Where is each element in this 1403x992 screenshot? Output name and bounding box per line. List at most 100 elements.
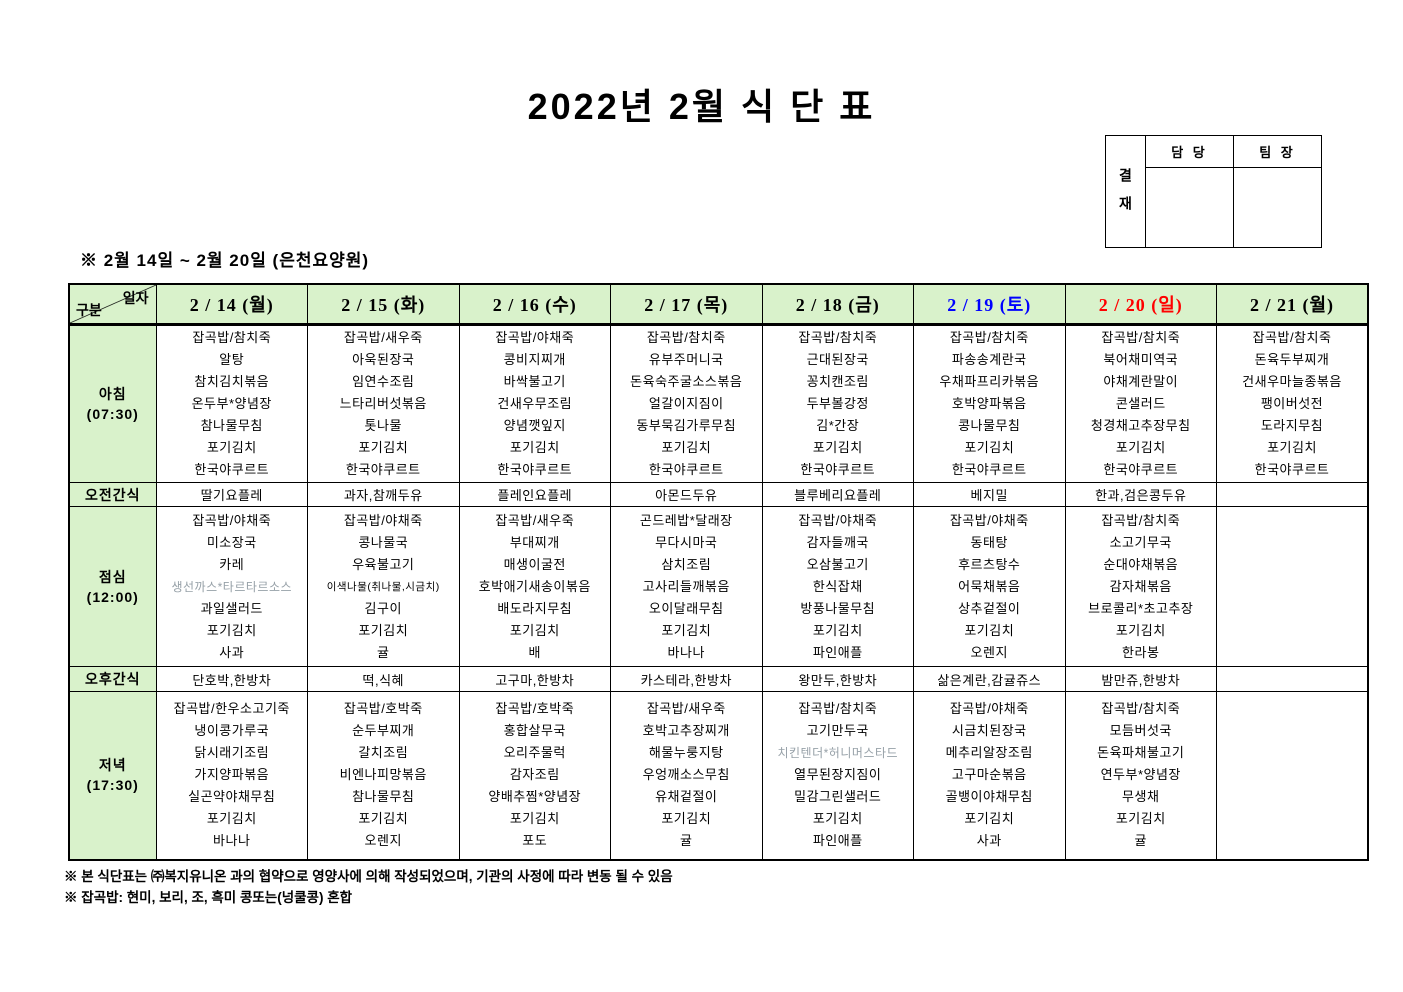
menu-item: 삼치조림 (661, 556, 712, 572)
menu-item: 잡곡밥/참치죽 (1101, 512, 1181, 528)
menu-item: 한국야쿠르트 (497, 462, 573, 477)
menu-item: 상추겉절이 (958, 600, 1021, 616)
menu-item: 도라지무침 (1260, 418, 1324, 433)
corner-cell: 일자 구분 (68, 283, 157, 326)
menu-item: 잡곡밥/참치죽 (798, 701, 878, 717)
meal-cell: 잡곡밥/야채죽 시금치된장국 메추리알장조림 고구마순볶음 골뱅이야채무침 포기김치 사과 (913, 691, 1066, 860)
menu-item: 잡곡밥/새우죽 (343, 330, 423, 345)
menu-item: 오렌지 (364, 833, 402, 849)
column-header: 2 / 14 (월) (155, 283, 308, 326)
meal-cell: 잡곡밥/새우죽 호박고추장찌개 해물누룽지탕 우엉깨소스무침 유채겉절이 포기김치 귤 (610, 691, 763, 860)
menu-item: 치킨텐더*허니머스타드 (777, 746, 899, 761)
menu-item: 온두부*양념장 (191, 396, 272, 411)
approval-sign-cell (1145, 167, 1234, 248)
menu-item: 순두부찌개 (352, 723, 415, 739)
menu-item: 한국야쿠르트 (194, 462, 270, 477)
menu-item: 포기김치 (509, 811, 560, 827)
menu-item: 잡곡밥/한우소고기죽 (173, 701, 290, 717)
snack-cell: 왕만두,한방차 (761, 666, 914, 692)
menu-item: 연두부*양념장 (1100, 767, 1181, 783)
meal-cell (1216, 506, 1369, 667)
menu-item: 이색나물(취나물,시금치) (326, 580, 440, 593)
row-header: 아침 (07:30) (68, 324, 157, 483)
menu-item: 잡곡밥/참치죽 (1101, 330, 1181, 345)
menu-item: 오리주물럭 (503, 745, 566, 761)
footer-notes: ※ 본 식단표는 ㈜복지유니온 과의 협약으로 영양사에 의해 작성되었으며, … (64, 866, 673, 908)
approval-sign-cell (1233, 167, 1322, 248)
menu-item: 잡곡밥/참치죽 (646, 330, 726, 345)
menu-item: 참나물무침 (352, 789, 415, 805)
meal-cell: 잡곡밥/새우죽 부대찌개 매생이굴전 호박애기새송이볶음 배도라지무침 포기김치 배 (458, 506, 611, 667)
approval-role-damdang: 담 당 (1145, 134, 1234, 169)
menu-item: 돈육파채불고기 (1097, 745, 1185, 761)
meal-cell: 잡곡밥/참치죽 모듬버섯국 돈육파채불고기 연두부*양념장 무생채 포기김치 귤 (1064, 691, 1217, 860)
date-range-note: ※ 2월 14일 ~ 2월 20일 (은천요양원) (80, 251, 370, 270)
menu-item: 팽이버섯전 (1260, 396, 1324, 411)
snack-cell: 블루베리요플레 (761, 482, 914, 507)
menu-item: 잡곡밥/야채죽 (949, 512, 1029, 528)
menu-item: 브로콜리*초고추장 (1088, 600, 1194, 616)
menu-item: 포기김치 (812, 811, 863, 827)
menu-item: 호박애기새송이볶음 (478, 578, 591, 594)
menu-item: 잡곡밥/야채죽 (949, 701, 1029, 717)
menu-item: 과일샐러드 (200, 600, 263, 616)
snack-cell (1216, 482, 1369, 507)
page-title: 2022년 2월 식 단 표 (527, 86, 876, 127)
column-header: 2 / 15 (화) (307, 283, 460, 326)
snack-cell (1216, 666, 1369, 692)
menu-item: 콩나물무침 (958, 418, 1021, 433)
snack-cell: 밤만쥬,한방차 (1064, 666, 1217, 692)
menu-item: 포기김치 (509, 440, 560, 455)
menu-item: 두부볼강정 (806, 396, 869, 411)
menu-item: 한국야쿠르트 (1103, 462, 1179, 477)
meal-cell: 잡곡밥/참치죽 소고기무국 순대야채볶음 감자채볶음 브로콜리*초고추장 포기김치 한라봉 (1064, 506, 1217, 667)
meal-cell: 잡곡밥/참치죽 근대된장국 꽁치캔조림 두부볼강정 김*간장 포기김치 한국야쿠르트 (761, 324, 914, 483)
menu-item: 순대야채볶음 (1103, 556, 1179, 572)
menu-item: 포기김치 (358, 440, 409, 455)
menu-item: 카레 (219, 556, 245, 572)
menu-item: 돈육숙주굴소스볶음 (630, 374, 743, 389)
menu-item: 아욱된장국 (352, 352, 415, 367)
row-header: 저녁 (17:30) (68, 691, 157, 860)
meal-cell: 잡곡밥/호박죽 홍합살무국 오리주물럭 감자조림 양배추찜*양념장 포기김치 포도 (458, 691, 611, 860)
menu-item: 가지양파볶음 (194, 767, 270, 783)
menu-item: 느타리버섯볶음 (339, 396, 427, 411)
snack-cell: 과자,참깨두유 (307, 482, 460, 507)
menu-item: 근대된장국 (806, 352, 869, 367)
menu-item: 잡곡밥/새우죽 (495, 512, 575, 528)
menu-item: 포기김치 (509, 622, 560, 638)
menu-item: 감자채볶음 (1109, 578, 1172, 594)
menu-item: 메추리알장조림 (945, 745, 1033, 761)
approval-stamp-label: 결재 (1105, 135, 1146, 248)
meal-cell: 잡곡밥/참치죽 알탕 참치김치볶음 온두부*양념장 참나물무침 포기김치 한국야쿠르트 (155, 324, 308, 483)
menu-item: 부대찌개 (509, 534, 560, 550)
meal-cell: 잡곡밥/한우소고기죽 냉이콩가루국 닭시래기조림 가지양파볶음 실곤약야채무침 포기김치 바… (155, 691, 308, 860)
menu-item: 밀감그린샐러드 (794, 789, 882, 805)
menu-item: 김*간장 (816, 418, 860, 433)
menu-item: 포기김치 (206, 440, 257, 455)
menu-item: 고사리들깨볶음 (642, 578, 730, 594)
menu-item: 열무된장지짐이 (794, 767, 882, 783)
menu-item: 포기김치 (964, 440, 1015, 455)
menu-item: 잡곡밥/야채죽 (798, 512, 878, 528)
menu-item: 사과 (219, 644, 245, 660)
menu-item: 잡곡밥/참치죽 (1252, 330, 1332, 345)
snack-cell: 떡,식혜 (307, 666, 460, 692)
menu-item: 고구마순볶음 (951, 767, 1027, 783)
menu-item: 해물누룽지탕 (648, 745, 724, 761)
menu-item: 사과 (976, 833, 1002, 849)
menu-item: 참치김치볶음 (194, 374, 270, 389)
menu-item: 후르츠탕수 (958, 556, 1021, 572)
row-header: 점심 (12:00) (68, 506, 157, 667)
menu-item: 잡곡밥/참치죽 (1101, 701, 1181, 717)
menu-item: 모듬버섯국 (1109, 723, 1172, 739)
menu-item: 홍합살무국 (503, 723, 566, 739)
meal-cell: 잡곡밥/호박죽 순두부찌개 갈치조림 비엔나피망볶음 참나물무침 포기김치 오렌지 (307, 691, 460, 860)
snack-cell: 플레인요플레 (458, 482, 611, 507)
menu-item: 포기김치 (1267, 440, 1317, 455)
menu-item: 꽁치캔조림 (806, 374, 869, 389)
row-header: 오전간식 (68, 482, 157, 507)
meal-cell: 잡곡밥/참치죽 북어채미역국 야채계란말이 콘샐러드 청경채고추장무침 포기김치 한국야쿠르… (1064, 324, 1217, 483)
menu-item: 포기김치 (206, 811, 257, 827)
meal-cell: 잡곡밥/야채죽 미소장국 카레 생선까스*타르타르소스 과일샐러드 포기김치 사과 (155, 506, 308, 667)
